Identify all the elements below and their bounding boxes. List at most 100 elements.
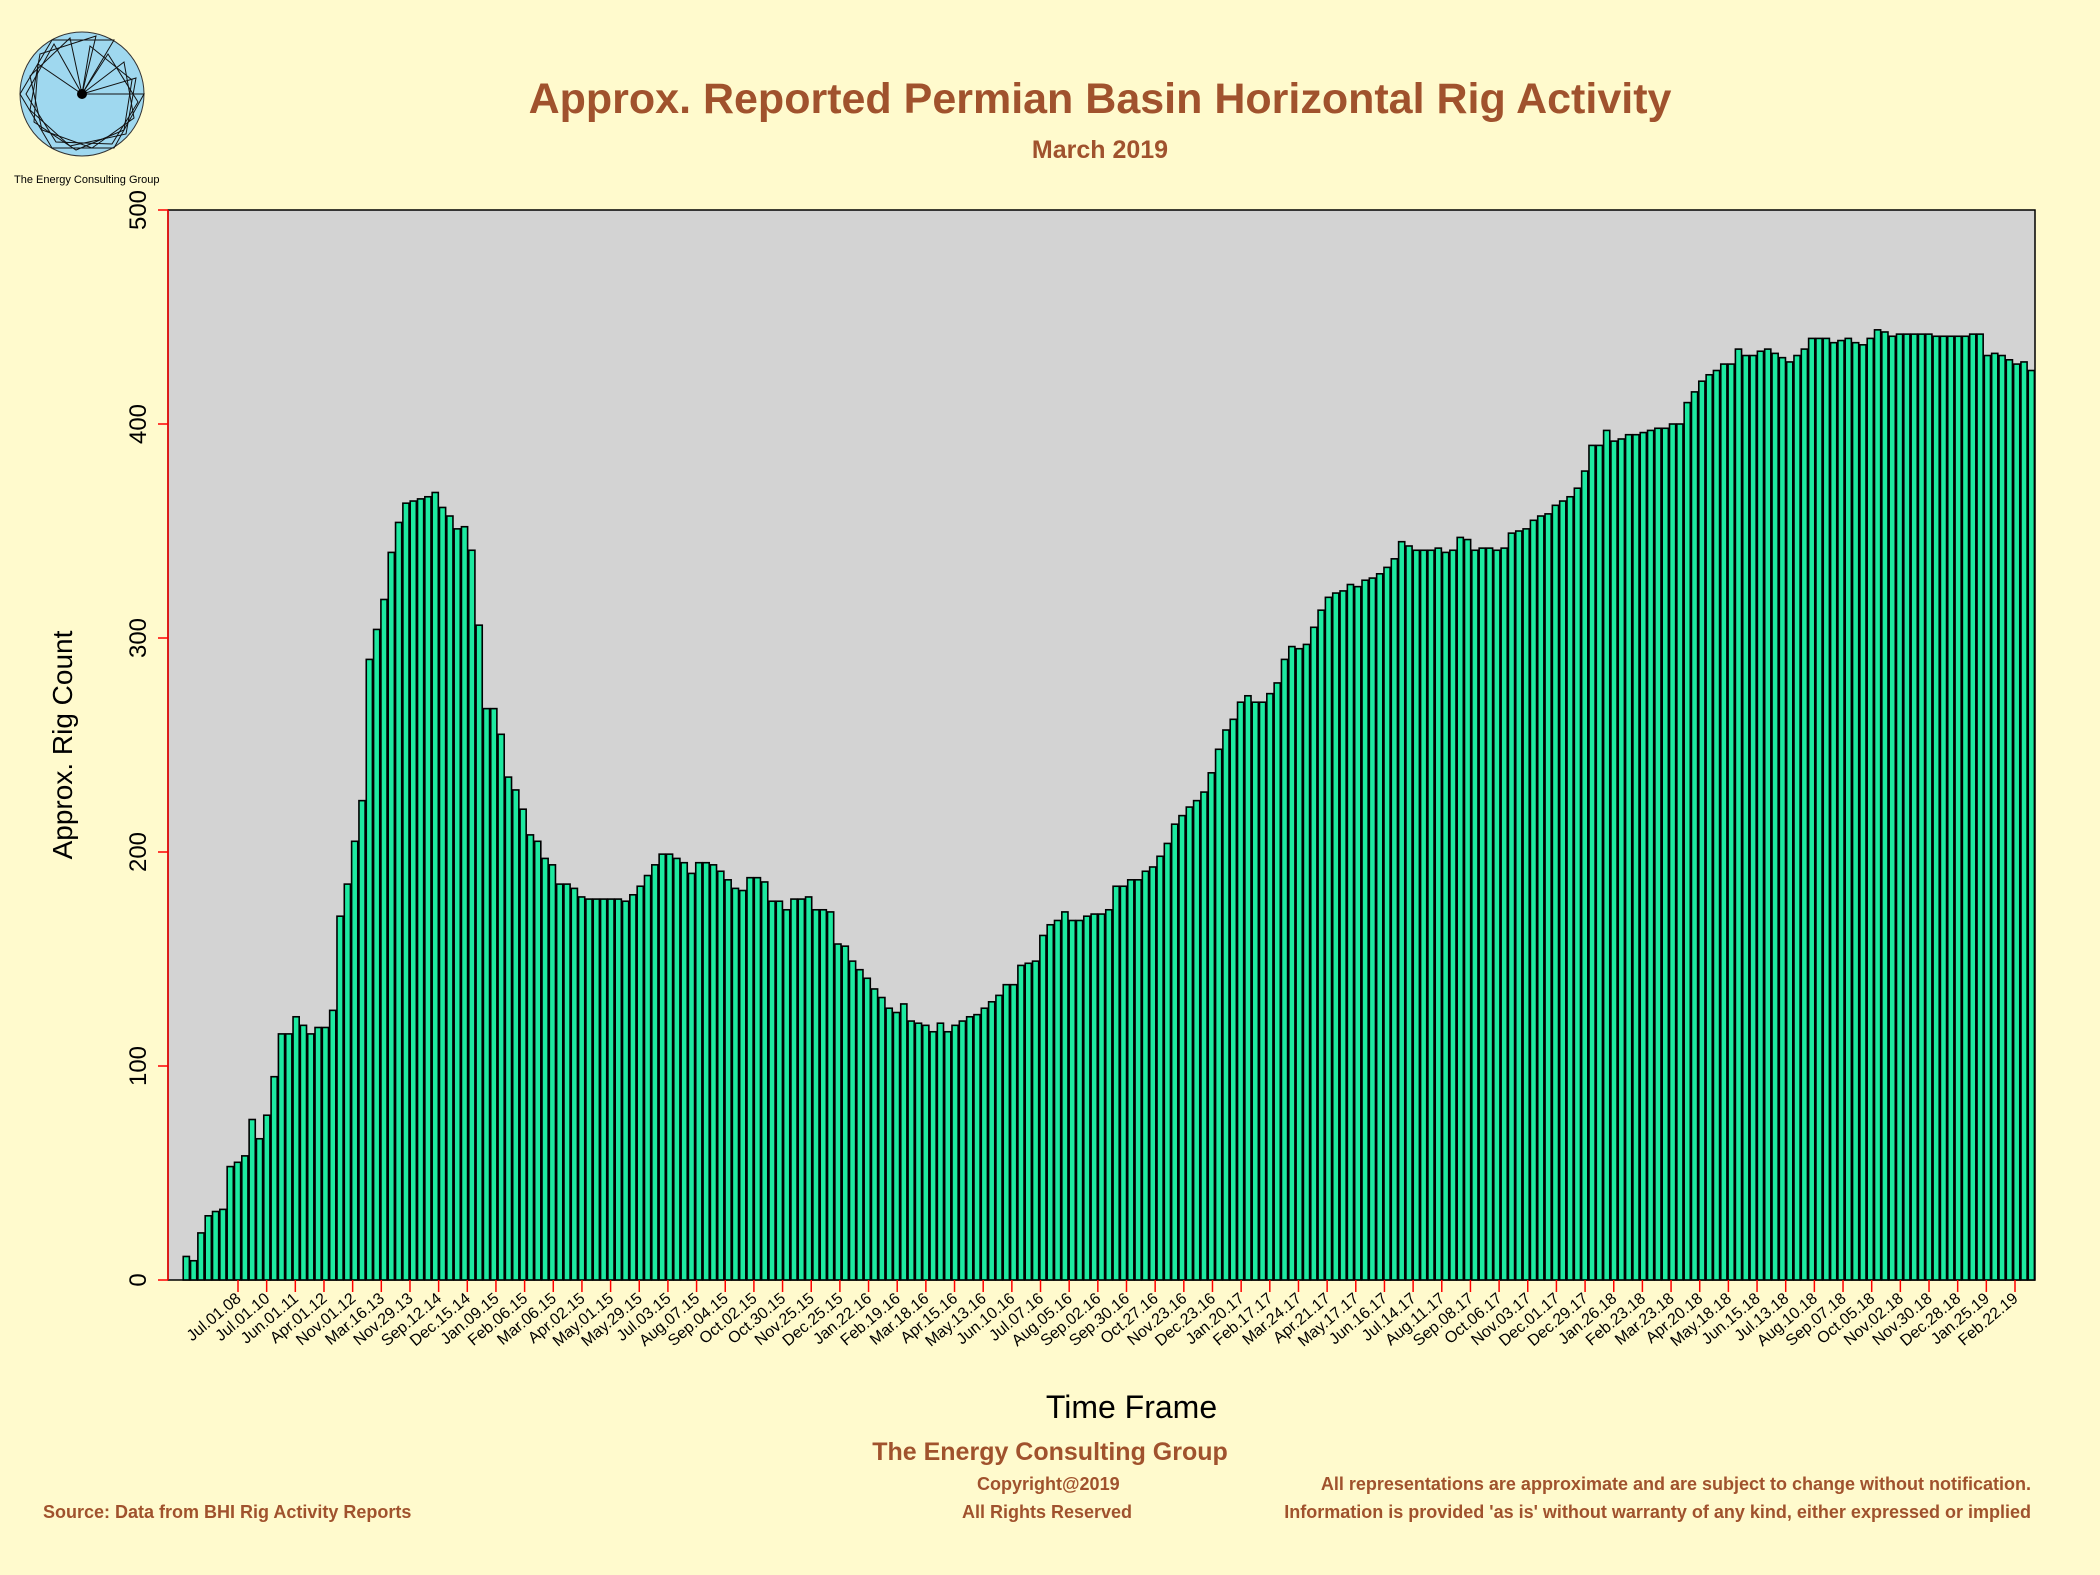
bar — [1141, 870, 1150, 1281]
chart-subtitle: March 2019 — [1031, 136, 1169, 164]
bar — [1097, 913, 1106, 1281]
bar — [782, 908, 791, 1281]
bar — [680, 861, 689, 1281]
bar — [358, 799, 366, 1281]
bar — [760, 881, 769, 1281]
bar — [658, 853, 667, 1281]
bar — [1405, 545, 1413, 1281]
bar — [1419, 549, 1428, 1281]
bar — [1163, 842, 1172, 1281]
bar — [841, 945, 850, 1281]
bar — [182, 1255, 191, 1281]
bar — [1939, 335, 1948, 1281]
bar — [204, 1215, 213, 1281]
logo-caption: The Energy Consulting Group — [14, 174, 160, 186]
bar — [1588, 444, 1596, 1281]
bar — [1866, 337, 1875, 1281]
bar — [1844, 337, 1853, 1281]
bar — [1522, 528, 1531, 1281]
bar — [248, 1118, 257, 1281]
bar — [548, 864, 557, 1281]
bar — [1881, 331, 1889, 1281]
bar — [1053, 919, 1062, 1281]
bar — [1024, 962, 1033, 1281]
bar — [372, 628, 381, 1281]
bar — [219, 1208, 227, 1281]
bar — [1302, 643, 1311, 1281]
bar — [446, 515, 454, 1281]
bar — [1990, 352, 1999, 1281]
bar — [1595, 444, 1604, 1281]
bar — [336, 915, 344, 1281]
bar — [1361, 579, 1369, 1281]
bar — [599, 898, 608, 1281]
bar — [1763, 348, 1772, 1281]
bar — [1903, 333, 1911, 1281]
bar — [1353, 585, 1362, 1281]
bar — [1946, 335, 1955, 1281]
bar — [1309, 626, 1318, 1281]
bar — [416, 498, 425, 1281]
bar — [1815, 337, 1823, 1281]
bar — [424, 495, 432, 1281]
bar — [672, 857, 681, 1281]
bar — [775, 900, 784, 1281]
bar — [892, 1011, 901, 1281]
bar — [790, 898, 798, 1281]
bar — [1719, 363, 1728, 1281]
bar — [1983, 354, 1992, 1281]
bar — [1558, 500, 1567, 1281]
bar — [1888, 335, 1897, 1281]
bar — [1924, 333, 1933, 1281]
bar — [1427, 549, 1435, 1281]
y-tick-label: 300 — [125, 618, 152, 658]
footer-organization: The Energy Consulting Group — [872, 1438, 1228, 1466]
bar — [1932, 335, 1941, 1281]
bar — [863, 977, 872, 1281]
bar — [819, 908, 828, 1281]
bar — [1580, 470, 1589, 1281]
bar — [453, 528, 462, 1281]
bar — [1222, 729, 1230, 1281]
bar — [1456, 536, 1465, 1281]
bar — [1266, 692, 1274, 1281]
bar — [1610, 440, 1618, 1281]
bar — [189, 1259, 198, 1281]
bar — [1134, 879, 1142, 1281]
bar — [1859, 344, 1867, 1281]
bar — [614, 898, 623, 1281]
bar — [1061, 911, 1069, 1281]
bar — [1075, 919, 1084, 1281]
bar — [1126, 879, 1135, 1281]
bar — [1837, 339, 1845, 1281]
bar — [1529, 519, 1538, 1281]
bar — [921, 1024, 930, 1281]
bar — [1734, 348, 1743, 1281]
bar — [394, 521, 403, 1281]
bar — [1478, 547, 1487, 1281]
bar — [1397, 540, 1406, 1281]
bar — [402, 502, 410, 1281]
bar — [1968, 333, 1977, 1281]
bar — [1449, 549, 1457, 1281]
bar — [2005, 358, 2014, 1281]
bar — [482, 707, 491, 1281]
bar — [826, 911, 835, 1281]
bar — [1566, 495, 1574, 1281]
bar — [1976, 333, 1984, 1281]
bar — [958, 1020, 967, 1281]
bar — [848, 960, 857, 1281]
bar — [1258, 701, 1267, 1281]
bar — [834, 943, 842, 1281]
bar — [1383, 566, 1391, 1281]
bar — [629, 893, 637, 1281]
chart-title: Approx. Reported Permian Basin Horizonta… — [528, 75, 1672, 123]
bar — [1624, 433, 1633, 1281]
bar — [1170, 823, 1179, 1281]
bar — [1668, 423, 1677, 1281]
bar — [1602, 429, 1611, 1281]
bar — [1104, 908, 1113, 1281]
bar — [1214, 748, 1223, 1281]
bar — [870, 988, 879, 1281]
bar — [1192, 799, 1201, 1281]
